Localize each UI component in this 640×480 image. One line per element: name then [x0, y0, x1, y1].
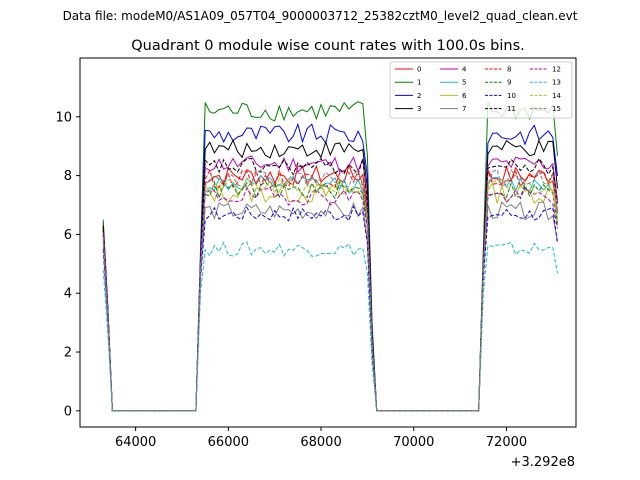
y-tick-label: 10 — [55, 110, 72, 125]
series-line-5 — [102, 174, 558, 412]
x-tick-label: 66000 — [208, 435, 249, 450]
legend-label-9: 9 — [507, 79, 511, 87]
y-tick-label: 8 — [64, 169, 72, 184]
legend-label-5: 5 — [462, 79, 466, 87]
legend-label-2: 2 — [417, 92, 421, 100]
legend-label-13: 13 — [552, 79, 561, 87]
y-tick-label: 6 — [64, 228, 72, 243]
legend-label-4: 4 — [462, 66, 467, 74]
series-line-13 — [102, 241, 558, 412]
x-axis-ticks: 64000 66000 68000 70000 72000 — [115, 427, 527, 450]
y-tick-label: 0 — [64, 404, 72, 419]
series-line-11 — [102, 157, 558, 412]
legend-label-1: 1 — [417, 79, 421, 87]
series-line-9 — [102, 180, 558, 412]
series-line-4 — [102, 155, 558, 412]
series-line-1 — [102, 101, 558, 412]
series-line-6 — [102, 182, 558, 412]
series-line-15 — [102, 169, 558, 412]
x-tick-label: 70000 — [393, 435, 434, 450]
y-axis-ticks: 0 2 4 6 8 10 — [55, 110, 80, 419]
chart-title: Quadrant 0 module wise count rates with … — [131, 38, 525, 54]
x-offset-label: +3.292e8 — [511, 455, 575, 470]
plot-lines — [102, 101, 558, 412]
legend-label-10: 10 — [507, 92, 516, 100]
x-tick-label: 68000 — [300, 435, 341, 450]
series-line-12 — [102, 186, 558, 412]
legend-label-7: 7 — [462, 105, 466, 113]
y-tick-label: 2 — [64, 346, 72, 361]
series-line-10 — [102, 205, 558, 412]
legend-box — [389, 61, 573, 119]
series-line-8 — [102, 168, 558, 412]
legend-label-6: 6 — [462, 92, 467, 100]
series-line-7 — [102, 201, 558, 412]
y-tick-label: 4 — [64, 287, 72, 302]
legend-label-3: 3 — [417, 105, 421, 113]
x-tick-label: 64000 — [115, 435, 156, 450]
x-tick-label: 72000 — [486, 435, 527, 450]
legend-label-11: 11 — [507, 105, 516, 113]
legend-label-14: 14 — [552, 92, 561, 100]
legend-label-0: 0 — [417, 66, 421, 74]
suptitle: Data file: modeM0/AS1A09_057T04_90000037… — [63, 9, 578, 23]
legend-label-8: 8 — [507, 66, 511, 74]
axes-frame — [79, 57, 577, 428]
legend-label-15: 15 — [552, 105, 561, 113]
series-line-14 — [102, 177, 558, 412]
legend-label-12: 12 — [552, 66, 561, 74]
